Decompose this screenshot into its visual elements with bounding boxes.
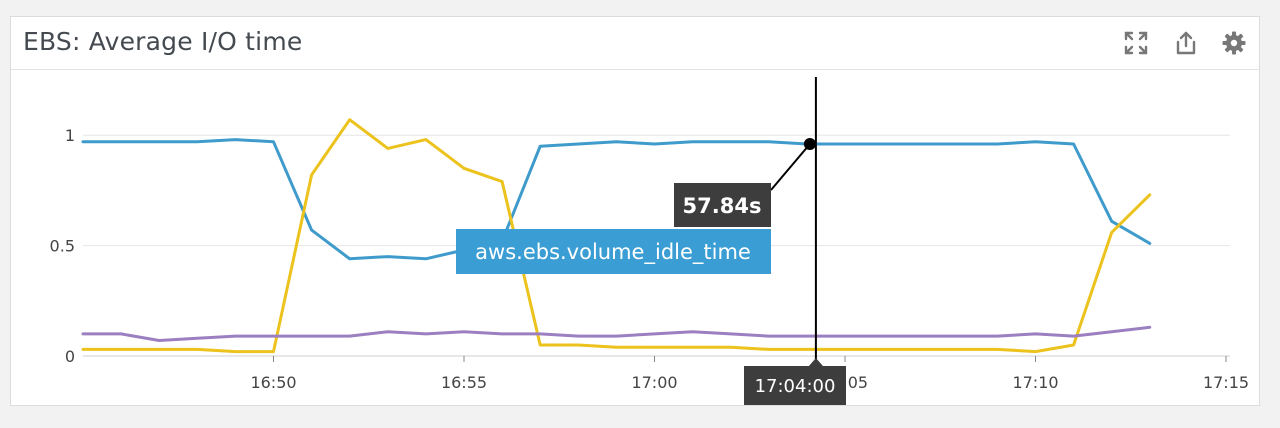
- tooltip-layer: 57.84s aws.ebs.volume_idle_time 17:04:00: [456, 183, 846, 405]
- timeseries-widget: EBS: Average I/O time: [10, 16, 1260, 406]
- tooltip-value-box: [674, 183, 771, 227]
- time-badge-box: [744, 366, 846, 405]
- x-tick-label: 17:10: [1012, 373, 1058, 392]
- tooltip-value: 57.84s: [683, 194, 762, 218]
- tooltip-series-name: aws.ebs.volume_idle_time: [475, 240, 751, 265]
- series-line-1: [81, 138, 1152, 261]
- widget-title: EBS: Average I/O time: [23, 27, 303, 56]
- series-line-2: [81, 118, 1152, 354]
- y-tick-label: 0.5: [50, 237, 75, 256]
- hover-point-marker: [803, 138, 816, 151]
- y-tick-label: 0: [65, 347, 75, 366]
- expand-icon[interactable]: [1123, 30, 1149, 56]
- time-badge-label: 17:04:00: [755, 376, 836, 397]
- cursor-layer: [770, 77, 823, 366]
- time-badge-pointer: [808, 358, 823, 366]
- x-tick-label: 17:15: [1203, 373, 1249, 392]
- tooltip-leader-line: [770, 143, 811, 191]
- tooltip-series-box: [456, 229, 771, 274]
- gear-icon[interactable]: [1221, 30, 1247, 56]
- x-tick-label: 16:55: [441, 373, 487, 392]
- x-tick-label: 17:00: [631, 373, 677, 392]
- y-tick-label: 1: [65, 126, 75, 145]
- widget-header: EBS: Average I/O time: [11, 17, 1259, 70]
- x-tick-label: 16:50: [250, 373, 296, 392]
- share-icon[interactable]: [1173, 30, 1199, 56]
- series-line-3: [81, 325, 1152, 342]
- series-layer: [81, 118, 1152, 354]
